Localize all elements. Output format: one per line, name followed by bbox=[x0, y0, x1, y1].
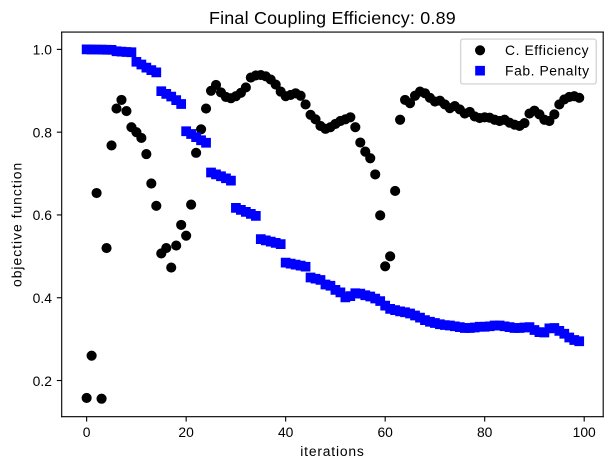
svg-text:80: 80 bbox=[477, 424, 493, 440]
svg-text:0.6: 0.6 bbox=[33, 207, 53, 223]
svg-text:40: 40 bbox=[278, 424, 294, 440]
svg-text:objective function: objective function bbox=[8, 162, 24, 287]
svg-text:Final Coupling Efficiency: 0.8: Final Coupling Efficiency: 0.89 bbox=[209, 8, 456, 28]
svg-text:1.0: 1.0 bbox=[33, 42, 53, 58]
svg-text:0.8: 0.8 bbox=[33, 124, 53, 140]
svg-text:C. Efficiency: C. Efficiency bbox=[505, 42, 589, 58]
svg-text:20: 20 bbox=[178, 424, 194, 440]
svg-text:0: 0 bbox=[83, 424, 91, 440]
svg-text:0.2: 0.2 bbox=[33, 373, 53, 389]
svg-text:0.4: 0.4 bbox=[33, 290, 53, 306]
svg-text:Fab. Penalty: Fab. Penalty bbox=[505, 63, 590, 79]
svg-text:60: 60 bbox=[377, 424, 393, 440]
svg-text:iterations: iterations bbox=[300, 443, 364, 459]
svg-text:100: 100 bbox=[573, 424, 596, 440]
